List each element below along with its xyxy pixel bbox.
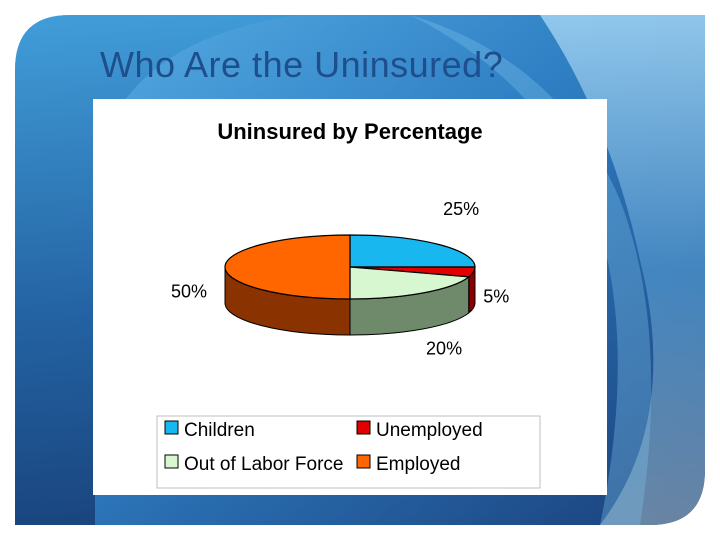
pie-sides [224, 266, 476, 336]
legend-label-children: Children [184, 420, 255, 441]
pie-label-out-of-labor-force: 20% [426, 338, 462, 358]
legend: Children Unemployed Out of Labor Force Empl… [164, 420, 483, 475]
pie-chart: Uninsured by Percentage 25% 5% 20% 50% Chil… [156, 119, 541, 489]
legend-label-employed: Employed [376, 454, 461, 475]
legend-swatch-employed [356, 454, 371, 469]
legend-swatch-out-of-labor-force [164, 454, 179, 469]
pie-labels: 25% 5% 20% 50% [171, 199, 509, 358]
chart-panel: Uninsured by Percentage 25% 5% 20% 50% Chil… [93, 99, 607, 495]
pie-label-employed: 50% [171, 282, 207, 302]
pie-slice-employed [224, 234, 351, 300]
legend-swatch-children [164, 420, 179, 435]
pie-label-unemployed: 5% [483, 287, 509, 307]
chart-title: Uninsured by Percentage [217, 119, 482, 144]
pie-slice-children [349, 234, 476, 268]
legend-label-out-of-labor-force: Out of Labor Force [184, 454, 343, 475]
pie-tops [224, 234, 476, 300]
pie-label-children: 25% [443, 199, 479, 219]
slide-title: Who Are the Uninsured? [100, 44, 504, 85]
legend-swatch-unemployed [356, 420, 371, 435]
legend-box [156, 415, 541, 489]
pie-slice-out-of-labor-force [349, 266, 470, 300]
legend-label-unemployed: Unemployed [376, 420, 483, 441]
